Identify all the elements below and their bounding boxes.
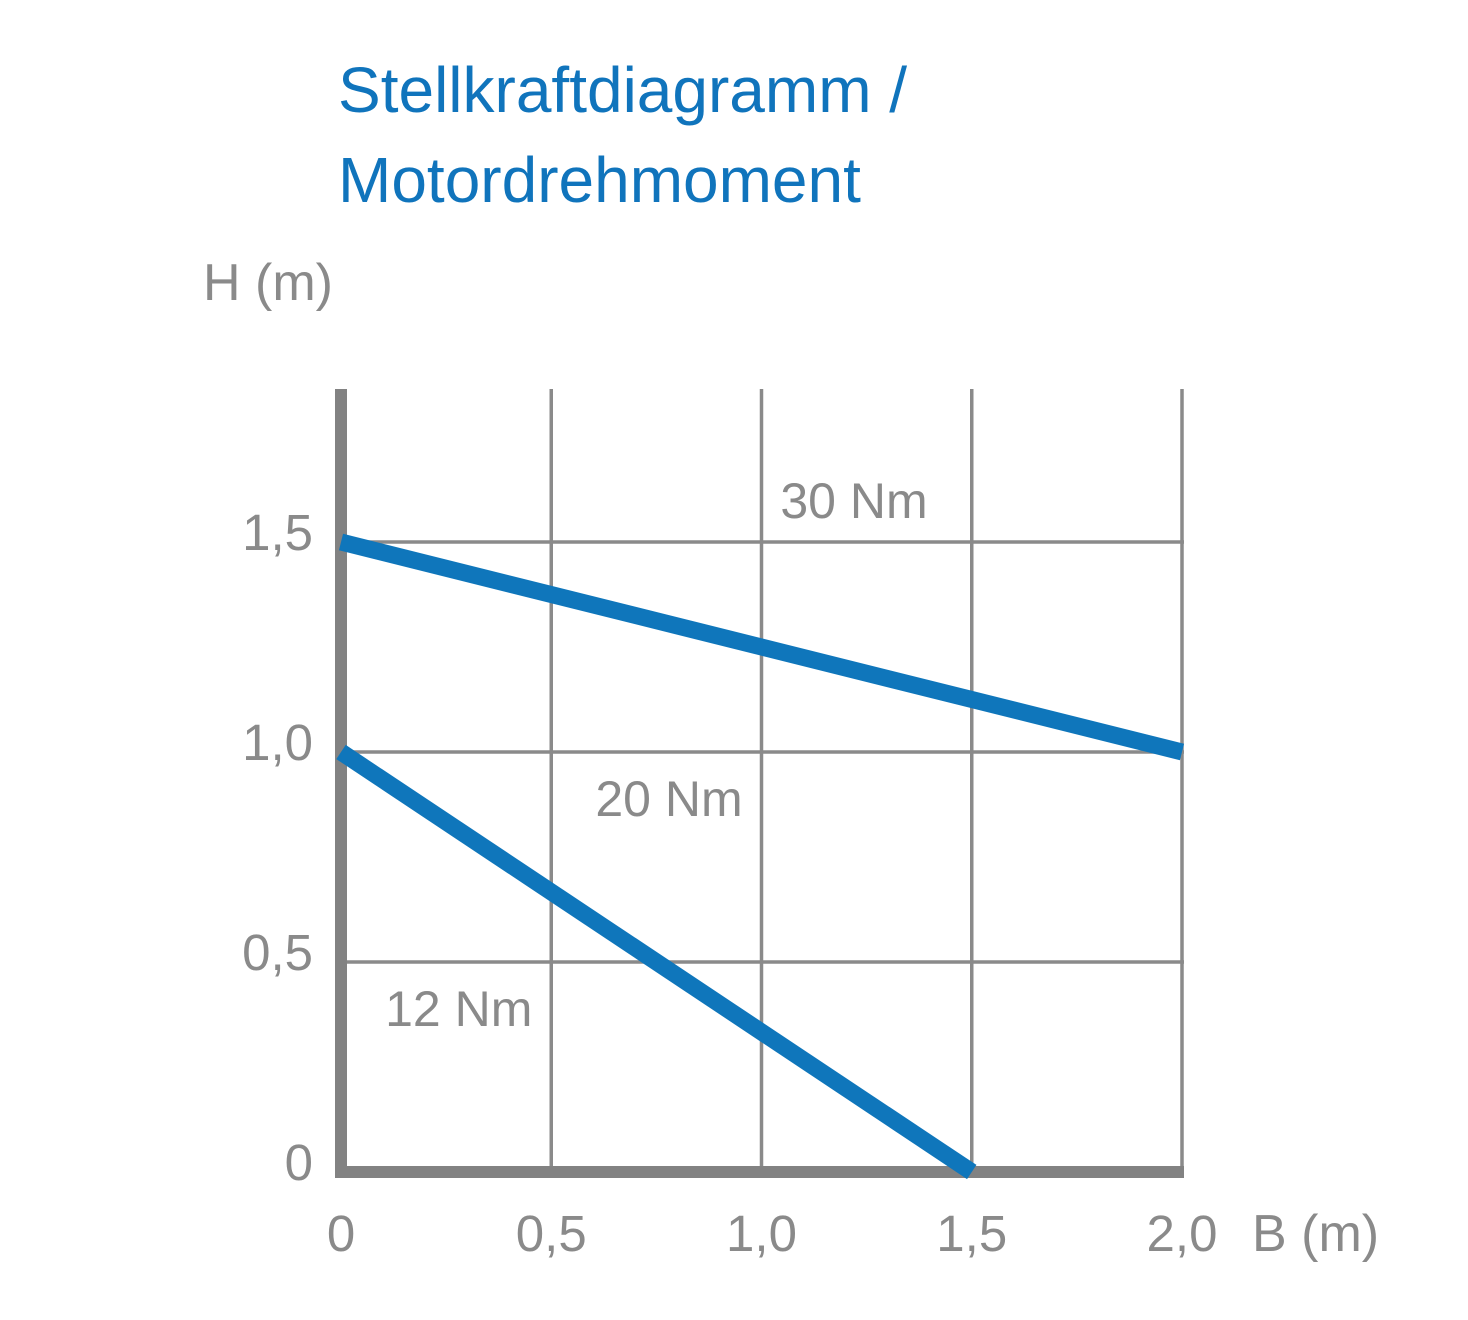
x-axis-label: B (m) [1252, 1205, 1379, 1263]
y-tick-label: 0 [285, 1134, 313, 1191]
x-tick-label: 0,5 [516, 1205, 587, 1262]
region-label: 12 Nm [385, 981, 532, 1037]
y-axis-label: H (m) [203, 254, 333, 312]
y-tick-label: 1,5 [242, 504, 313, 561]
region-label: 30 Nm [780, 473, 927, 529]
x-tick-label: 1,0 [726, 1205, 797, 1262]
x-tick-label: 0 [327, 1205, 355, 1262]
y-tick-label: 1,0 [242, 714, 313, 771]
x-tick-label: 1,5 [936, 1205, 1007, 1262]
series-line-30-nm-boundary [338, 533, 1185, 761]
y-tick-label: 0,5 [242, 924, 313, 981]
region-label: 20 Nm [595, 771, 742, 827]
x-tick-label: 2,0 [1147, 1205, 1218, 1262]
chart-title-line2: Motordrehmoment [338, 144, 861, 216]
series-line-20-nm-boundary [336, 744, 977, 1180]
chart-title-line1: Stellkraftdiagramm / [338, 54, 908, 126]
chart-title: Stellkraftdiagramm / Motordrehmoment [338, 45, 907, 225]
